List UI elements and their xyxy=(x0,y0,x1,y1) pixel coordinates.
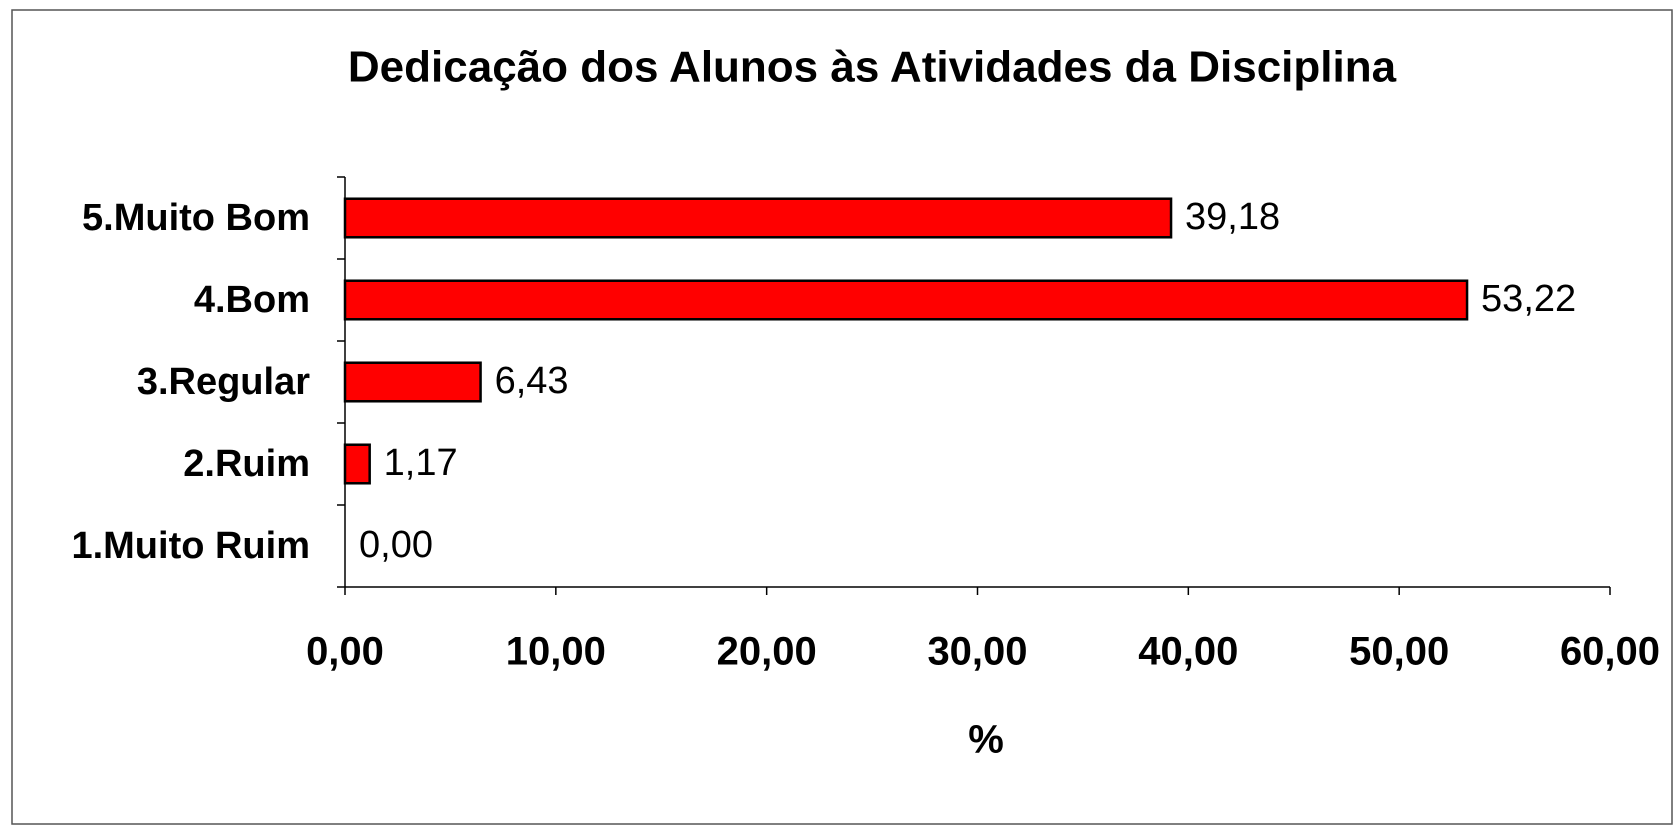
x-tick-label: 50,00 xyxy=(1349,630,1449,674)
x-tick-label: 0,00 xyxy=(306,630,384,674)
value-label: 39,18 xyxy=(1185,196,1280,238)
value-label: 0,00 xyxy=(359,524,433,566)
value-label: 1,17 xyxy=(384,442,458,484)
x-tick-label: 60,00 xyxy=(1560,630,1660,674)
value-label: 6,43 xyxy=(495,360,569,402)
value-label: 53,22 xyxy=(1481,278,1576,320)
x-tick-label: 10,00 xyxy=(506,630,606,674)
y-tick-label: 2.Ruim xyxy=(183,443,310,485)
y-tick-label: 5.Muito Bom xyxy=(82,197,310,239)
y-tick-label: 4.Bom xyxy=(194,279,310,321)
bar xyxy=(343,279,1469,321)
x-tick-label: 40,00 xyxy=(1138,630,1238,674)
bar xyxy=(343,197,1173,239)
bar xyxy=(343,361,482,403)
y-tick-label: 1.Muito Ruim xyxy=(71,525,310,567)
chart-title: Dedicação dos Alunos às Atividades da Di… xyxy=(348,43,1397,92)
y-tick-label: 3.Regular xyxy=(137,361,310,403)
x-axis-label: % xyxy=(968,718,1004,762)
x-tick-label: 20,00 xyxy=(717,630,817,674)
bar xyxy=(343,443,371,485)
x-tick-label: 30,00 xyxy=(927,630,1027,674)
chart-border xyxy=(11,9,1673,825)
